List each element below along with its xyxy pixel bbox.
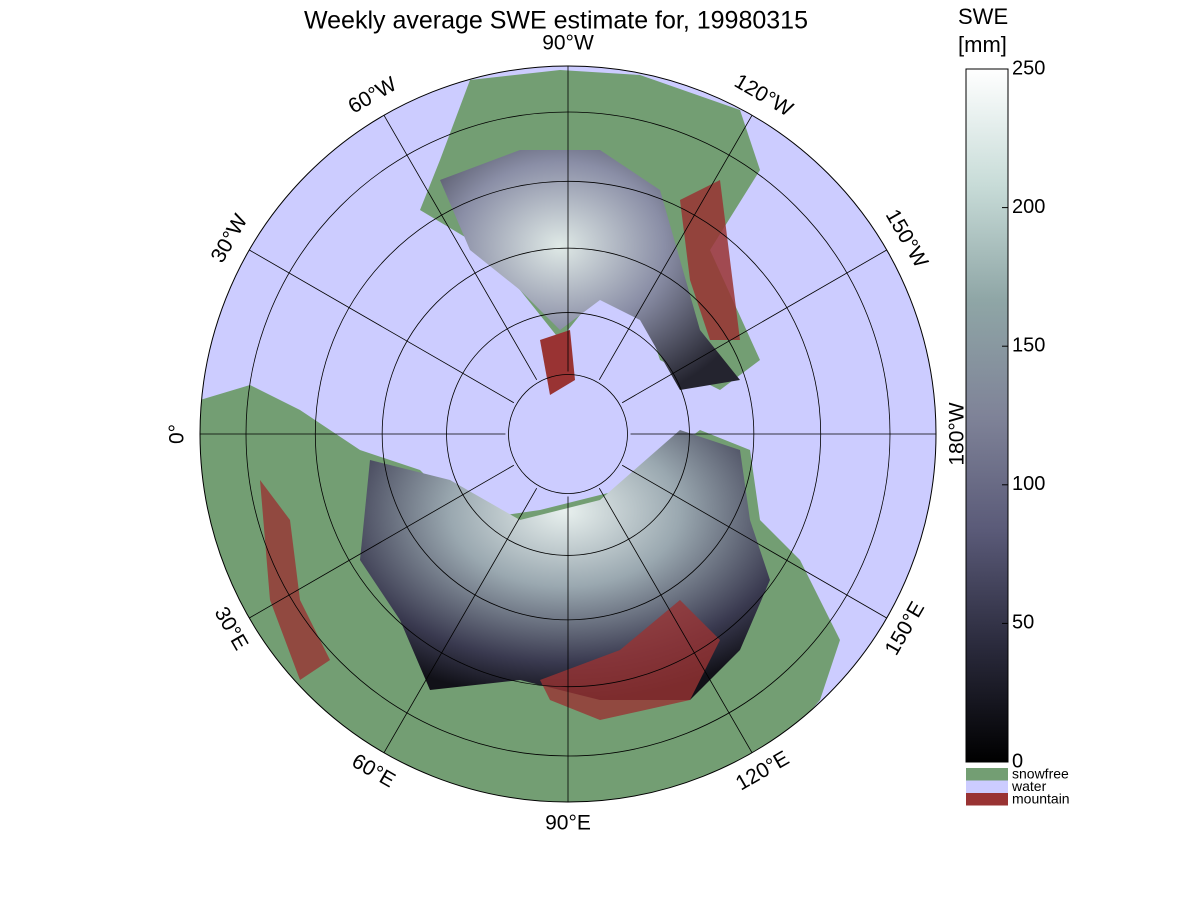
land-snow <box>440 150 740 390</box>
legend-swatch <box>966 793 1008 806</box>
graticule-lon <box>621 249 887 404</box>
map-body <box>200 66 936 802</box>
legend-label: water <box>1011 778 1047 794</box>
longitude-label: 90°E <box>545 812 591 835</box>
legend-swatch <box>966 780 1008 793</box>
graticule-lon <box>249 249 515 404</box>
colorbar-tick-label: 200 <box>1012 196 1045 218</box>
land-mountain <box>540 600 720 720</box>
title: Weekly average SWE estimate for, 1998031… <box>304 7 808 35</box>
longitude-label: 180°W <box>946 402 969 465</box>
colorbar-label: [mm] <box>958 32 1007 57</box>
graticule-lon <box>383 115 538 381</box>
land-mountain <box>540 330 575 395</box>
legend-label: mountain <box>1012 791 1070 807</box>
longitude-label: 0° <box>166 424 189 444</box>
graticule-lat <box>508 374 628 494</box>
longitude-label: 90°W <box>542 32 594 55</box>
legend-swatch <box>966 768 1008 781</box>
map-frame <box>199 65 937 803</box>
colorbar-tick-label: 50 <box>1012 612 1034 634</box>
colorbar-tick-label: 250 <box>1012 57 1045 79</box>
graticule-lon <box>383 487 538 753</box>
colorbar-tick-label: 150 <box>1012 334 1045 356</box>
graticule-lon <box>249 464 515 619</box>
colorbar <box>965 68 1009 763</box>
land-mountain <box>680 180 740 340</box>
colorbar-tick-label: 0 <box>1012 750 1023 772</box>
graticule-lon <box>598 487 753 753</box>
colorbar-tick-label: 100 <box>1012 473 1045 495</box>
colorbar-label: SWE <box>958 4 1008 29</box>
graticule-lon <box>598 115 753 381</box>
legend-label: snowfree <box>1012 766 1069 782</box>
graticule-lon <box>621 464 887 619</box>
